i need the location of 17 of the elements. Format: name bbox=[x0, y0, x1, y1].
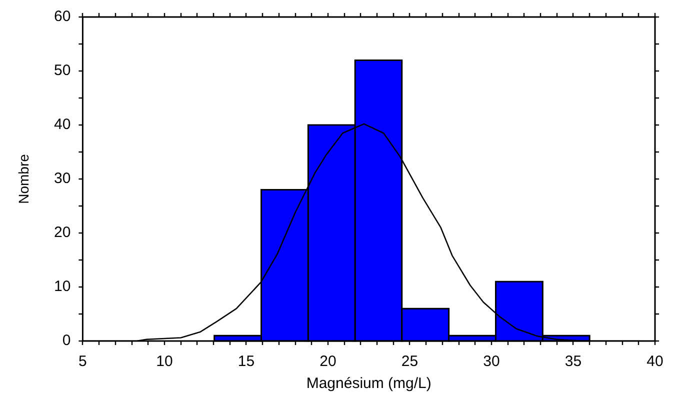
x-tick-label: 15 bbox=[238, 353, 255, 370]
y-tick-label: 10 bbox=[54, 278, 71, 296]
x-tick-label: 10 bbox=[156, 353, 173, 370]
y-axis-title: Nombre bbox=[15, 154, 32, 204]
x-axis-title: Magnésium (mg/L) bbox=[306, 375, 432, 392]
x-tick-label: 5 bbox=[78, 353, 87, 370]
x-tick-label: 40 bbox=[646, 353, 664, 370]
y-tick-label: 20 bbox=[54, 224, 71, 242]
y-tick-label: 40 bbox=[54, 116, 71, 134]
x-tick-label: 20 bbox=[320, 353, 336, 370]
y-tick-label: 30 bbox=[54, 170, 71, 188]
x-tick-label: 30 bbox=[483, 353, 500, 370]
y-tick-label: 50 bbox=[54, 62, 71, 80]
y-tick-label: 0 bbox=[62, 332, 71, 350]
x-tick-label: 25 bbox=[401, 353, 418, 370]
x-tick-label: 35 bbox=[564, 353, 582, 370]
y-tick-label: 60 bbox=[54, 8, 71, 26]
